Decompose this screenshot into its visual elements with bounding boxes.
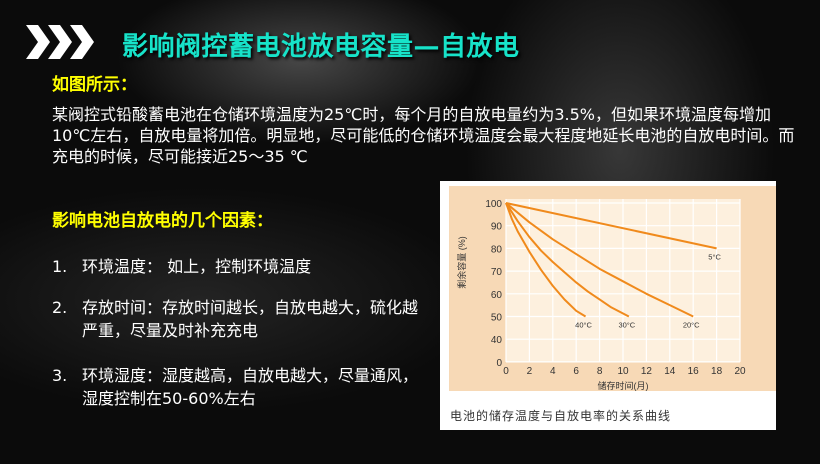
series-label: 40°C [575, 321, 592, 330]
y-tick-label: 100 [485, 199, 502, 210]
y-tick-label: 70 [491, 267, 503, 278]
y-tick-label: 90 [491, 222, 503, 233]
list-number: 2. [52, 298, 68, 317]
series-line-20C [505, 202, 694, 318]
x-axis-label: 储存时间(月) [598, 380, 649, 391]
series-line-30C [505, 202, 630, 318]
x-tick-label: 20 [734, 366, 746, 377]
list-item: 2. 存放时间：存放时间越长，自放电越大，硫化越严重，尽量及时补充充电 [52, 296, 422, 342]
series-label: 5°C [708, 252, 721, 261]
y-axis-label: 剩余容量 (%) [456, 236, 467, 289]
x-tick-label: 12 [641, 366, 653, 377]
y-tick-label: 40 [491, 335, 503, 346]
list-text: 存放时间：存放时间越长，自放电越大，硫化越严重，尽量及时补充充电 [82, 298, 419, 340]
section-heading-factors: 影响电池自放电的几个因素： [52, 211, 273, 231]
list-item: 1. 环境温度： 如上，控制环境温度 [52, 255, 422, 278]
series-label: 30°C [618, 321, 635, 330]
list-number: 3. [52, 366, 68, 385]
y-tick-label: 80 [491, 244, 503, 255]
x-tick-label: 6 [573, 366, 579, 377]
list-item: 3. 环境湿度：湿度越高，自放电越大，尽量通风，湿度控制在50-60%左右 [52, 364, 422, 410]
x-tick-label: 16 [688, 366, 700, 377]
triple-chevron-right-icon [26, 25, 94, 59]
x-tick-label: 4 [550, 366, 556, 377]
page-title: 影响阀控蓄电池放电容量—自放电 [122, 32, 520, 62]
list-text: 环境湿度：湿度越高，自放电越大，尽量通风，湿度控制在50-60%左右 [82, 366, 419, 408]
y-tick-label: 60 [491, 290, 503, 301]
x-tick-label: 14 [664, 366, 676, 377]
y-tick-label: 0 [496, 358, 502, 369]
x-tick-label: 10 [617, 366, 629, 377]
x-tick-label: 8 [597, 366, 603, 377]
intro-paragraph: 某阀控式铅酸蓄电池在仓储环境温度为25℃时，每个月的自放电量约为3.5%，但如果… [52, 105, 795, 166]
series-label: 20°C [683, 321, 700, 330]
list-text: 环境温度： 如上，控制环境温度 [82, 257, 312, 276]
x-tick-label: 18 [711, 366, 723, 377]
chart-caption: 电池的储存温度与自放电率的关系曲线 [450, 409, 672, 423]
self-discharge-chart: 0 2 4 6 8 10 12 14 16 18 20 0 40 50 60 70 80 90 100 储存时间(月)… [449, 186, 776, 391]
list-number: 1. [52, 257, 68, 276]
chart-figure: 0 2 4 6 8 10 12 14 16 18 20 0 40 50 60 70 80 90 100 储存时间(月)… [440, 181, 776, 430]
x-tick-label: 0 [503, 366, 509, 377]
series-line-40C [505, 202, 587, 318]
series-line-5C [505, 202, 717, 250]
section-heading-figure: 如图所示： [52, 75, 137, 95]
y-tick-label: 50 [491, 313, 503, 324]
x-tick-label: 2 [527, 366, 533, 377]
